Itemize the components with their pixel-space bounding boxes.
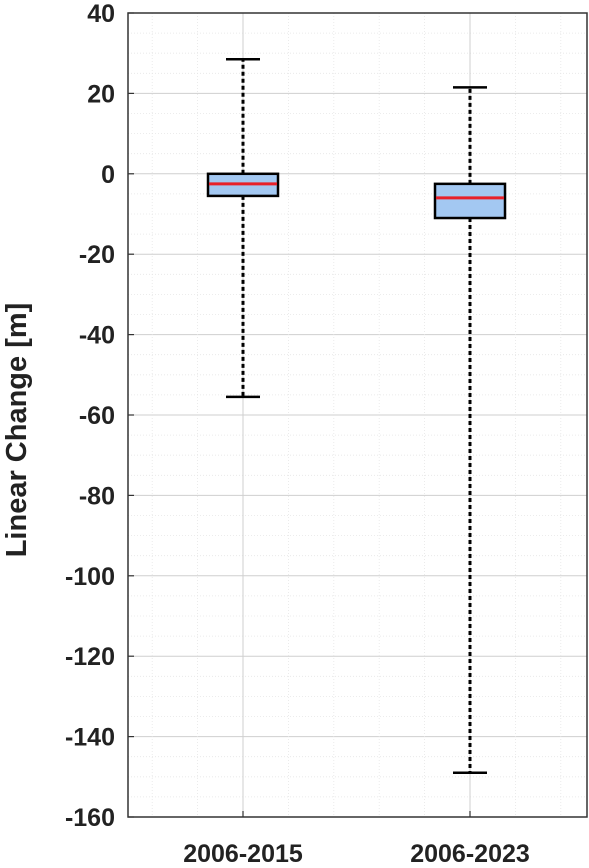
y-tick-labels: 40 20 0 -20 -40 -60 -80 -100 -120 -140 -160 [65, 0, 134, 832]
y-tick-label: -20 [79, 241, 115, 269]
iqr-box [433, 182, 507, 220]
y-tick-label: 20 [87, 80, 115, 108]
y-tick-label: -160 [65, 804, 115, 832]
grid [128, 12, 587, 818]
y-tick-label: -60 [79, 402, 115, 430]
y-tick-label: -100 [65, 563, 115, 591]
x-tick-labels: 2006-2015 2006-2023 [183, 811, 530, 868]
x-tick-label: 2006-2023 [410, 840, 530, 868]
x-tick-label: 2006-2015 [183, 840, 303, 868]
y-tick-label: -140 [65, 724, 115, 752]
y-tick-label: -80 [79, 482, 115, 510]
y-axis-label: Linear Change [m] [1, 303, 33, 558]
y-tick-label: -120 [65, 643, 115, 671]
boxes [206, 57, 507, 775]
plot-frame [127, 12, 588, 818]
box-2006-2015 [206, 57, 280, 399]
y-tick-label: -40 [79, 322, 115, 350]
y-tick-label: 0 [101, 161, 115, 189]
box-2006-2023 [433, 86, 507, 775]
y-tick-label: 40 [87, 0, 115, 28]
